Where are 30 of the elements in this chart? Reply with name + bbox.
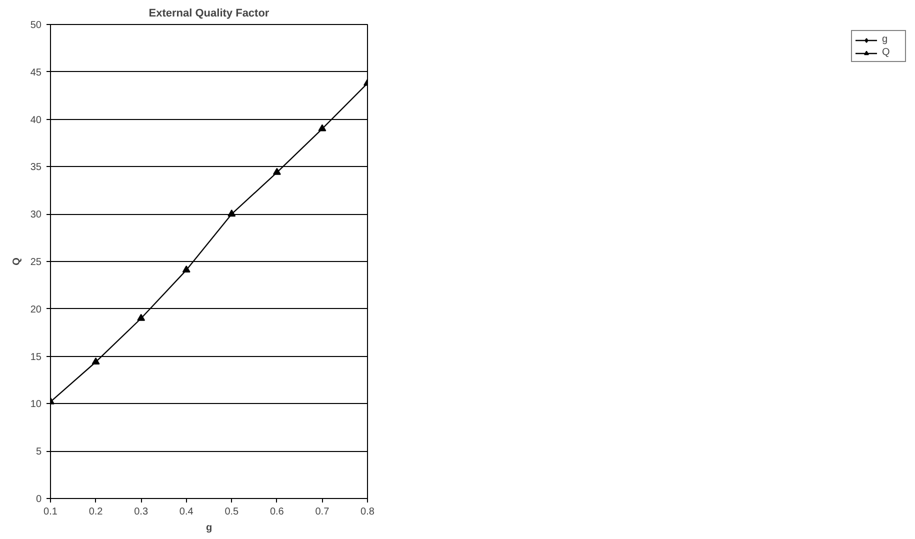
chart-title: External Quality Factor: [148, 8, 270, 20]
y-tick-label: 25: [30, 257, 42, 268]
x-tick-label: 0.5: [224, 506, 240, 518]
y-axis-title: Q: [11, 257, 22, 266]
point: [137, 314, 146, 321]
y-tick-label: 10: [30, 399, 42, 410]
x-tick-label: 0.7: [315, 506, 330, 518]
x-tick-label: 0.8: [360, 506, 375, 518]
x-tick-label: 0.2: [88, 506, 104, 518]
y-tick-label: 50: [30, 20, 42, 31]
y-tick-label: 0: [36, 494, 42, 505]
x-tick-label: 0.4: [179, 506, 194, 518]
point: [182, 265, 190, 273]
legend-label: g: [882, 34, 889, 45]
y-tick-label: 20: [30, 304, 42, 316]
y-tick-label: 40: [30, 114, 42, 126]
legend-label: Q: [882, 47, 891, 58]
point: [92, 357, 100, 365]
point: [228, 210, 236, 217]
y-tick-label: 5: [36, 446, 42, 458]
x-tick-label: 0.6: [270, 506, 284, 518]
point: [318, 124, 326, 132]
y-tick-label: 45: [30, 67, 42, 78]
point: [272, 168, 281, 175]
x-tick-label: 0.3: [134, 506, 148, 518]
x-axis-title: g: [206, 522, 212, 534]
y-tick-label: 30: [30, 210, 42, 221]
x-tick-label: 0.1: [44, 506, 58, 518]
y-tick-label: 15: [30, 352, 42, 363]
y-tick-label: 35: [30, 162, 42, 174]
